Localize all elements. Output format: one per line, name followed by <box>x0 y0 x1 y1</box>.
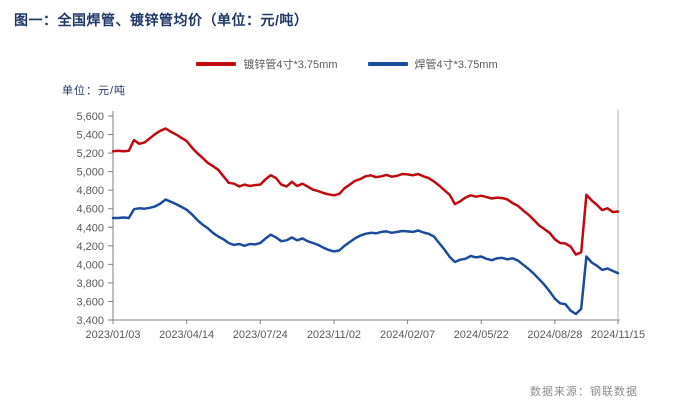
y-tick-label: 4,600 <box>76 204 104 216</box>
galvanized-pipe-price-line <box>111 127 620 256</box>
y-tick-label: 3,400 <box>76 315 104 327</box>
welded-line-swatch <box>367 62 408 66</box>
legend-item-welded: 焊管4寸*3.75mm <box>367 56 498 72</box>
y-tick-label: 5,000 <box>76 167 104 179</box>
y-tick-label: 3,600 <box>76 296 104 308</box>
legend-label-welded: 焊管4寸*3.75mm <box>414 59 498 71</box>
y-tick-label: 5,600 <box>76 111 104 123</box>
y-tick-label: 3,800 <box>76 278 104 290</box>
x-tick-label: 2024/02/07 <box>380 329 435 341</box>
legend-label-galvanized: 镀锌管4寸*3.75mm <box>243 59 338 71</box>
x-tick-label: 2024/05/22 <box>454 329 509 341</box>
x-tick-label: 2023/11/02 <box>307 329 361 341</box>
y-tick-label: 5,200 <box>76 148 104 160</box>
y-axis-unit-label: 单位：元/吨 <box>62 85 127 97</box>
page-title: 图一：全国焊管、镀锌管均价（单位：元/吨） <box>14 12 309 28</box>
x-tick-label: 2023/07/24 <box>233 329 288 341</box>
legend-item-galvanized: 镀锌管4寸*3.75mm <box>196 56 338 72</box>
x-tick-label: 2023/04/14 <box>159 329 214 341</box>
welded-pipe-price-line <box>111 198 620 316</box>
x-tick-label: 2024/11/15 <box>591 329 645 341</box>
y-tick-label: 4,800 <box>76 185 104 197</box>
y-tick-label: 4,400 <box>76 222 104 234</box>
data-source-label: 数据来源：钢联数据 <box>530 386 638 398</box>
y-tick-label: 5,400 <box>76 130 104 142</box>
y-tick-label: 4,200 <box>76 241 104 253</box>
chart-legend: 镀锌管4寸*3.75mm 焊管4寸*3.75mm <box>0 55 694 73</box>
galvanized-line-swatch <box>196 62 237 66</box>
x-tick-label: 2024/08/28 <box>527 329 582 341</box>
y-tick-label: 4,000 <box>76 259 104 271</box>
x-tick-label: 2023/01/03 <box>85 329 140 341</box>
